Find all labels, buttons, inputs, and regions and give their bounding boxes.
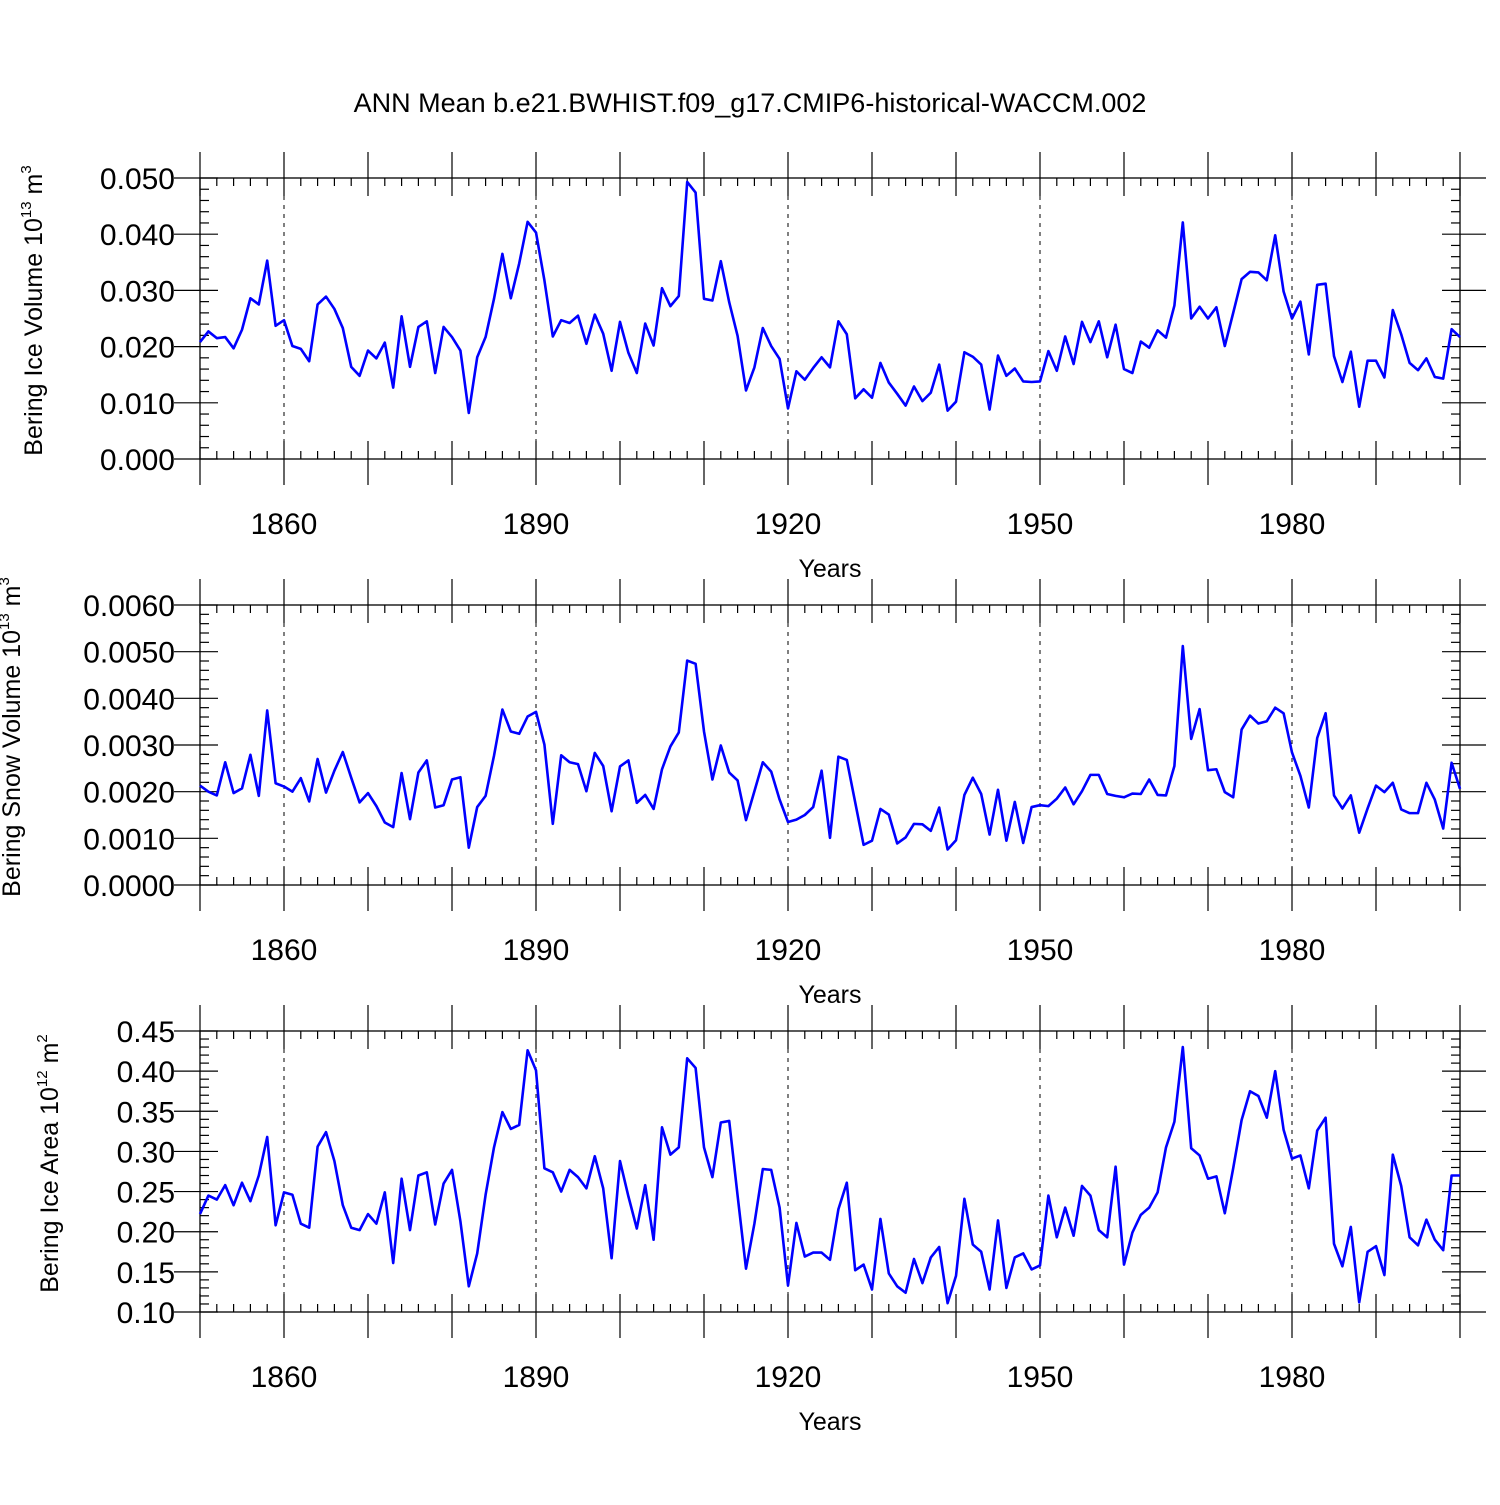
y-tick-label: 0.0020 (83, 777, 175, 810)
series-line-ice-area (198, 1045, 1460, 1305)
y-tick-label: 0.040 (100, 219, 175, 252)
x-tick-label-1920: 1920 (755, 934, 822, 967)
series-line-snow-volume (199, 644, 1462, 851)
x-tick-label-1980: 1980 (1259, 508, 1326, 541)
y-tick-label: 0.15 (117, 1257, 175, 1290)
plot-frame (199, 1030, 1461, 1313)
x-tick-label-1950: 1950 (1007, 508, 1074, 541)
panels: 0.000 0.010 0.020 0.030 0.040 0.050 1860 1890 19… (0, 152, 1486, 1436)
y-axis-title-unit: m (36, 1043, 64, 1071)
y-tick-label: 0.0030 (83, 730, 175, 763)
panel-ice-volume: 0.000 0.010 0.020 0.030 0.040 0.050 1860 1890 19… (18, 152, 1486, 583)
x-ticks (199, 579, 1461, 911)
y-ticks (174, 604, 1486, 886)
y-axis-title-unit-exp: 3 (18, 165, 35, 173)
x-tick-label-1920: 1920 (755, 1361, 822, 1394)
y-axis-title: Bering Snow Volume 1013 m3 (0, 577, 26, 897)
x-tick-label-1950: 1950 (1007, 934, 1074, 967)
y-axis-title-text: Bering Snow Volume 10 (0, 630, 26, 897)
y-axis-title-exp: 13 (0, 613, 13, 630)
chart-title: ANN Mean b.e21.BWHIST.f09_g17.CMIP6-hist… (354, 88, 1147, 118)
x-tick-label-1860: 1860 (251, 508, 318, 541)
x-tick-label-1950: 1950 (1007, 1361, 1074, 1394)
x-ticks (199, 1005, 1461, 1338)
y-tick-label: 0.000 (100, 444, 175, 477)
y-tick-label: 0.0050 (83, 637, 175, 670)
y-tick-label: 0.45 (117, 1016, 175, 1049)
y-tick-label: 0.20 (117, 1217, 175, 1250)
y-axis-title: Bering Ice Area 1012 m2 (34, 1034, 64, 1293)
x-ticks (199, 152, 1461, 485)
x-axis-title: Years (798, 981, 861, 1009)
y-tick-label: 0.050 (100, 163, 175, 196)
y-ticks (174, 177, 1486, 460)
x-tick-label-1980: 1980 (1259, 934, 1326, 967)
y-axis-title-text: Bering Ice Area 10 (36, 1087, 64, 1293)
y-axis-title-unit-exp: 3 (0, 577, 13, 585)
x-tick-label-1890: 1890 (503, 934, 570, 967)
y-tick-label: 0.0040 (83, 683, 175, 716)
y-axis-title-unit: m (0, 586, 26, 614)
panel-ice-area: 0.10 0.15 0.20 0.25 0.30 0.35 0.40 0.45 1860 1890… (34, 1005, 1486, 1436)
y-axis-title-text: Bering Ice Volume 10 (20, 218, 48, 456)
x-tick-label-1860: 1860 (251, 934, 318, 967)
x-axis-title: Years (798, 1408, 861, 1436)
y-tick-label: 0.010 (100, 388, 175, 421)
x-axis-title: Years (798, 555, 861, 583)
y-tick-label: 0.0060 (83, 590, 175, 623)
y-tick-label: 0.25 (117, 1177, 175, 1210)
y-axis-title-unit-exp: 2 (34, 1034, 51, 1042)
y-axis-title: Bering Ice Volume 1013 m3 (18, 165, 48, 455)
x-tick-label-1890: 1890 (503, 508, 570, 541)
x-tick-label-1860: 1860 (251, 1361, 318, 1394)
y-axis-title-unit: m (20, 174, 48, 202)
x-tick-label-1890: 1890 (503, 1361, 570, 1394)
y-tick-label: 0.020 (100, 332, 175, 365)
x-tick-label-1920: 1920 (755, 508, 822, 541)
y-tick-label: 0.30 (117, 1136, 175, 1169)
y-tick-label: 0.0000 (83, 870, 175, 903)
y-tick-label: 0.0010 (83, 823, 175, 856)
series-line-ice-volume (198, 180, 1461, 415)
y-tick-label: 0.030 (100, 275, 175, 308)
y-tick-label: 0.40 (117, 1056, 175, 1089)
plot-frame (199, 177, 1461, 460)
y-tick-label: 0.35 (117, 1096, 175, 1129)
y-axis-title-exp: 12 (34, 1070, 51, 1087)
x-tick-label-1980: 1980 (1259, 1361, 1326, 1394)
y-axis-title-exp: 13 (18, 201, 35, 218)
panel-snow-volume: 0.0000 0.0010 0.0020 0.0030 0.0040 0.0050 0.00… (0, 577, 1486, 1009)
y-tick-label: 0.10 (117, 1297, 175, 1330)
